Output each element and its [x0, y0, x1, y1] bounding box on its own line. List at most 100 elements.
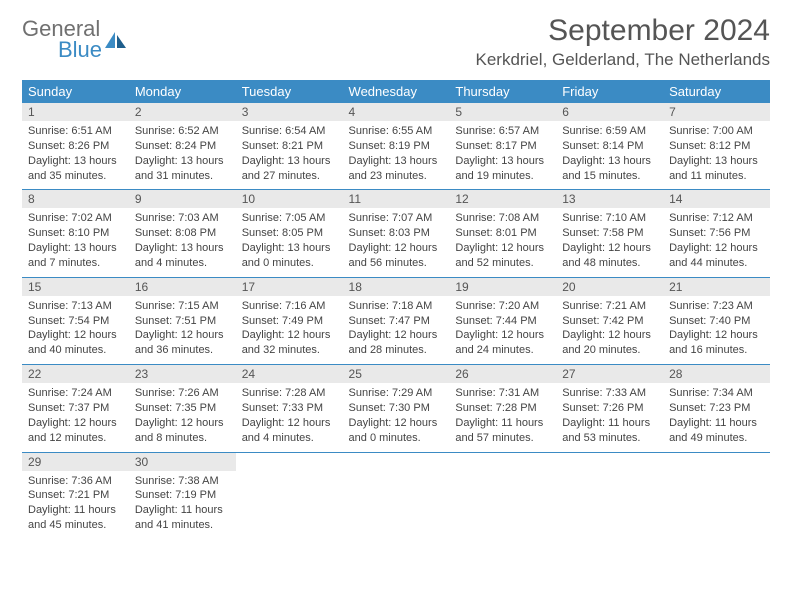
daylight-text: Daylight: 12 hours and 4 minutes.	[242, 416, 337, 446]
sunset-text: Sunset: 8:12 PM	[669, 139, 764, 154]
daylight-text: Daylight: 12 hours and 12 minutes.	[28, 416, 123, 446]
sunrise-text: Sunrise: 7:33 AM	[562, 386, 657, 401]
day-number	[236, 452, 343, 471]
day-number-row: 891011121314	[22, 190, 770, 209]
day-number: 13	[556, 190, 663, 209]
weekday-header: Friday	[556, 80, 663, 103]
sunset-text: Sunset: 7:37 PM	[28, 401, 123, 416]
day-number: 4	[343, 103, 450, 121]
daylight-text: Daylight: 13 hours and 15 minutes.	[562, 154, 657, 184]
day-number: 30	[129, 452, 236, 471]
sunset-text: Sunset: 8:24 PM	[135, 139, 230, 154]
day-detail-row: Sunrise: 7:13 AMSunset: 7:54 PM Daylight:…	[22, 296, 770, 365]
daylight-text: Daylight: 13 hours and 11 minutes.	[669, 154, 764, 184]
day-number: 9	[129, 190, 236, 209]
sunset-text: Sunset: 8:10 PM	[28, 226, 123, 241]
daylight-text: Daylight: 12 hours and 28 minutes.	[349, 328, 444, 358]
location-text: Kerkdriel, Gelderland, The Netherlands	[475, 50, 770, 70]
day-detail: Sunrise: 7:33 AMSunset: 7:26 PMDaylight:…	[556, 383, 663, 452]
sunrise-text: Sunrise: 7:20 AM	[455, 299, 550, 314]
sunrise-text: Sunrise: 7:23 AM	[669, 299, 764, 314]
sunset-text: Sunset: 7:23 PM	[669, 401, 764, 416]
daylight-text: Daylight: 13 hours and 0 minutes.	[242, 241, 337, 271]
day-number: 20	[556, 277, 663, 296]
sunset-text: Sunset: 7:35 PM	[135, 401, 230, 416]
day-number: 22	[22, 365, 129, 384]
sunset-text: Sunset: 7:28 PM	[455, 401, 550, 416]
day-number: 29	[22, 452, 129, 471]
day-number	[449, 452, 556, 471]
day-number: 12	[449, 190, 556, 209]
weekday-header: Tuesday	[236, 80, 343, 103]
day-number	[343, 452, 450, 471]
daylight-text: Daylight: 11 hours and 49 minutes.	[669, 416, 764, 446]
day-detail: Sunrise: 7:38 AMSunset: 7:19 PMDaylight:…	[129, 471, 236, 539]
day-detail: Sunrise: 7:15 AMSunset: 7:51 PMDaylight:…	[129, 296, 236, 365]
day-detail	[663, 471, 770, 539]
sunset-text: Sunset: 7:54 PM	[28, 314, 123, 329]
weekday-header: Saturday	[663, 80, 770, 103]
day-detail: Sunrise: 7:36 AMSunset: 7:21 PMDaylight:…	[22, 471, 129, 539]
day-detail: Sunrise: 7:24 AMSunset: 7:37 PMDaylight:…	[22, 383, 129, 452]
day-detail: Sunrise: 7:29 AMSunset: 7:30 PMDaylight:…	[343, 383, 450, 452]
sunset-text: Sunset: 7:33 PM	[242, 401, 337, 416]
daylight-text: Daylight: 12 hours and 56 minutes.	[349, 241, 444, 271]
daylight-text: Daylight: 13 hours and 23 minutes.	[349, 154, 444, 184]
day-detail: Sunrise: 6:57 AMSunset: 8:17 PMDaylight:…	[449, 121, 556, 190]
sunset-text: Sunset: 8:05 PM	[242, 226, 337, 241]
sunset-text: Sunset: 7:49 PM	[242, 314, 337, 329]
day-number: 15	[22, 277, 129, 296]
sunset-text: Sunset: 7:58 PM	[562, 226, 657, 241]
daylight-text: Daylight: 12 hours and 48 minutes.	[562, 241, 657, 271]
weekday-header: Monday	[129, 80, 236, 103]
day-number-row: 2930	[22, 452, 770, 471]
day-number: 21	[663, 277, 770, 296]
title-block: September 2024 Kerkdriel, Gelderland, Th…	[475, 14, 770, 70]
day-detail: Sunrise: 6:54 AMSunset: 8:21 PMDaylight:…	[236, 121, 343, 190]
day-detail: Sunrise: 7:03 AMSunset: 8:08 PMDaylight:…	[129, 208, 236, 277]
day-number: 5	[449, 103, 556, 121]
sunrise-text: Sunrise: 6:59 AM	[562, 124, 657, 139]
sunrise-text: Sunrise: 7:10 AM	[562, 211, 657, 226]
day-detail: Sunrise: 7:20 AMSunset: 7:44 PMDaylight:…	[449, 296, 556, 365]
day-number: 18	[343, 277, 450, 296]
daylight-text: Daylight: 13 hours and 7 minutes.	[28, 241, 123, 271]
day-detail	[449, 471, 556, 539]
day-number: 10	[236, 190, 343, 209]
daylight-text: Daylight: 12 hours and 36 minutes.	[135, 328, 230, 358]
calendar-table: SundayMondayTuesdayWednesdayThursdayFrid…	[22, 80, 770, 539]
daylight-text: Daylight: 13 hours and 4 minutes.	[135, 241, 230, 271]
day-detail-row: Sunrise: 7:02 AMSunset: 8:10 PMDaylight:…	[22, 208, 770, 277]
day-number	[556, 452, 663, 471]
sunrise-text: Sunrise: 7:15 AM	[135, 299, 230, 314]
daylight-text: Daylight: 11 hours and 45 minutes.	[28, 503, 123, 533]
sunset-text: Sunset: 8:19 PM	[349, 139, 444, 154]
day-detail-row: Sunrise: 6:51 AMSunset: 8:26 PMDaylight:…	[22, 121, 770, 190]
daylight-text: Daylight: 12 hours and 16 minutes.	[669, 328, 764, 358]
day-detail: Sunrise: 7:23 AMSunset: 7:40 PMDaylight:…	[663, 296, 770, 365]
sunset-text: Sunset: 8:14 PM	[562, 139, 657, 154]
sunset-text: Sunset: 7:26 PM	[562, 401, 657, 416]
day-detail: Sunrise: 7:26 AMSunset: 7:35 PMDaylight:…	[129, 383, 236, 452]
sunrise-text: Sunrise: 7:13 AM	[28, 299, 123, 314]
sunrise-text: Sunrise: 7:08 AM	[455, 211, 550, 226]
day-detail: Sunrise: 7:10 AMSunset: 7:58 PMDaylight:…	[556, 208, 663, 277]
day-number: 28	[663, 365, 770, 384]
day-detail	[236, 471, 343, 539]
daylight-text: Daylight: 11 hours and 53 minutes.	[562, 416, 657, 446]
sunrise-text: Sunrise: 6:52 AM	[135, 124, 230, 139]
day-number	[663, 452, 770, 471]
sunrise-text: Sunrise: 6:51 AM	[28, 124, 123, 139]
day-number: 24	[236, 365, 343, 384]
day-number: 1	[22, 103, 129, 121]
daylight-text: Daylight: 11 hours and 57 minutes.	[455, 416, 550, 446]
day-detail: Sunrise: 7:05 AMSunset: 8:05 PMDaylight:…	[236, 208, 343, 277]
daylight-text: Daylight: 13 hours and 31 minutes.	[135, 154, 230, 184]
day-detail: Sunrise: 7:18 AMSunset: 7:47 PMDaylight:…	[343, 296, 450, 365]
day-number: 6	[556, 103, 663, 121]
day-detail-row: Sunrise: 7:24 AMSunset: 7:37 PMDaylight:…	[22, 383, 770, 452]
day-number: 8	[22, 190, 129, 209]
day-detail: Sunrise: 6:59 AMSunset: 8:14 PMDaylight:…	[556, 121, 663, 190]
sunset-text: Sunset: 8:21 PM	[242, 139, 337, 154]
sail-icon	[105, 32, 127, 50]
